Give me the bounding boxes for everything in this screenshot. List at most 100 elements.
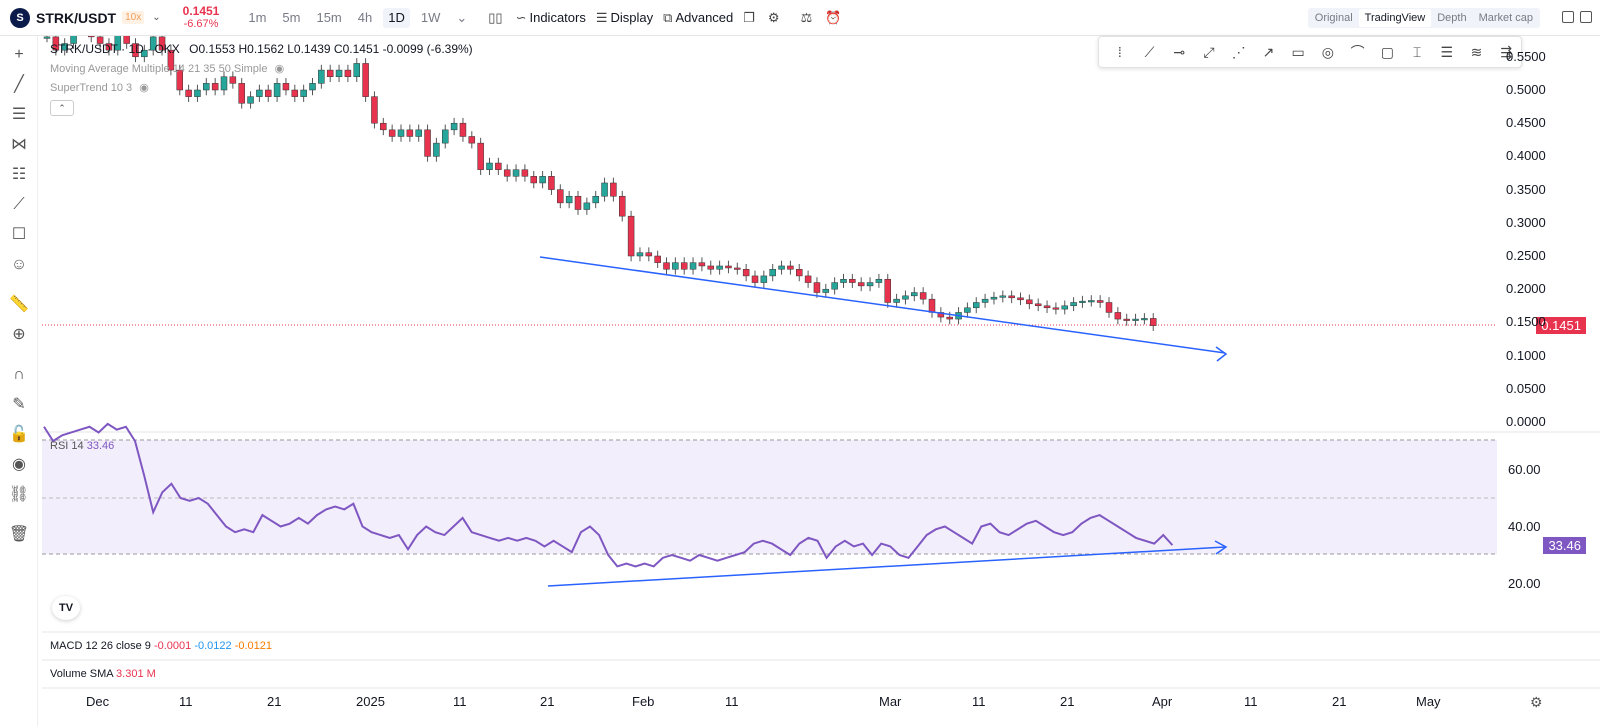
- candles-icon: ▯▯: [488, 9, 503, 25]
- candle-body: [778, 265, 785, 270]
- link-icon[interactable]: ⛓: [8, 486, 30, 503]
- price-axis-label: 0.1000: [1506, 347, 1546, 363]
- callout-icon[interactable]: ▢: [1380, 43, 1394, 60]
- candle-body: [229, 76, 237, 84]
- price-axis-label: 0.3500: [1506, 181, 1546, 197]
- candle-body: [760, 275, 768, 283]
- candle-body: [875, 278, 883, 283]
- candle-body: [61, 43, 68, 51]
- arrow-icon[interactable]: ↗: [1262, 43, 1275, 60]
- pencil-lock-icon[interactable]: ✎: [12, 396, 26, 413]
- candle-body: [672, 262, 679, 270]
- path-icon[interactable]: ⤢: [1203, 43, 1215, 60]
- chevron-down-icon[interactable]: ⌄: [152, 12, 161, 23]
- lock-icon[interactable]: 🔓: [9, 426, 29, 443]
- candle-body: [521, 169, 529, 177]
- tab-tradingview[interactable]: TradingView: [1358, 9, 1432, 27]
- curve-icon[interactable]: ⌒: [1350, 44, 1365, 60]
- magnet-icon[interactable]: ∩: [13, 366, 25, 383]
- popout-icon[interactable]: [1580, 11, 1592, 23]
- gear-icon[interactable]: ⚙: [1530, 694, 1543, 710]
- candle-body: [415, 129, 422, 137]
- candle-body: [751, 275, 759, 283]
- fib-icon[interactable]: ☰: [11, 106, 27, 123]
- time-axis-label: 11: [179, 694, 193, 709]
- tab-depth[interactable]: Depth: [1437, 12, 1467, 24]
- candle-body: [1052, 307, 1060, 310]
- fan-icon[interactable]: ≋: [1470, 43, 1483, 60]
- measure-lines-icon[interactable]: ☷: [11, 166, 27, 183]
- candle-body: [787, 265, 794, 270]
- display-button[interactable]: ☰ Display: [596, 10, 653, 26]
- maximize-icon[interactable]: [1562, 11, 1574, 23]
- drag-handle-icon[interactable]: ⁞: [1117, 44, 1122, 60]
- macd-value-macd: -0.0122: [194, 640, 232, 652]
- candle-body: [167, 49, 175, 71]
- line-icon[interactable]: ⟋: [1144, 43, 1155, 60]
- template-button[interactable]: ❐: [743, 10, 758, 26]
- price-axis-label: 0.3000: [1506, 214, 1546, 230]
- timeframe-4h[interactable]: 4h: [357, 9, 373, 25]
- candle-body: [619, 195, 626, 217]
- candle-body: [919, 292, 927, 300]
- candle-body: [1132, 318, 1139, 321]
- candle-body: [1043, 305, 1051, 309]
- trendline-icon[interactable]: ╱: [14, 76, 24, 93]
- candle-body: [840, 278, 847, 283]
- compare-button[interactable]: ⚖: [801, 10, 816, 26]
- candle-body: [849, 278, 856, 283]
- lines-icon[interactable]: ☰: [1440, 43, 1454, 60]
- template-icon: ❐: [743, 9, 755, 25]
- rectangle-icon[interactable]: ▭: [1291, 43, 1305, 60]
- tab-original[interactable]: Original: [1314, 12, 1353, 24]
- tab-market-cap[interactable]: Market cap: [1478, 12, 1533, 24]
- timeframe-1d[interactable]: 1D: [383, 7, 410, 28]
- settings-button[interactable]: ⚙: [768, 10, 783, 26]
- tradingview-logo[interactable]: TV: [52, 596, 80, 620]
- timeframe-15m[interactable]: 15m: [316, 9, 342, 25]
- eye-off-icon[interactable]: ◉: [139, 82, 149, 94]
- alert-button[interactable]: ⏰: [825, 10, 844, 26]
- advanced-button[interactable]: ⧉ Advanced: [663, 10, 733, 26]
- polyline-icon[interactable]: ⋰: [1231, 43, 1246, 60]
- candle-body: [335, 69, 343, 77]
- indicators-button[interactable]: ∽ Indicators: [516, 10, 586, 26]
- left-drawing-toolbar: + ╱ ☰ ⋈ ☷ ⟋ ☐ ☺ 📏 ⊕ ∩ ✎ 🔓 ◉ ⛓ 🗑: [0, 36, 38, 726]
- horizontal-ray-icon[interactable]: ⊸: [1173, 43, 1186, 60]
- collapse-legend-button[interactable]: ⌃: [50, 100, 74, 116]
- zoom-icon[interactable]: ⊕: [12, 326, 26, 343]
- supertrend-legend[interactable]: SuperTrend 10 3 ◉: [50, 81, 149, 94]
- display-icon: ☰: [595, 9, 608, 25]
- candle-body: [1008, 295, 1015, 299]
- candle-body: [96, 36, 104, 44]
- price-axis-label: 0.4500: [1506, 115, 1546, 131]
- symbol-name[interactable]: STRK/USDT: [36, 9, 117, 26]
- channel-icon[interactable]: ⇶: [1500, 43, 1513, 60]
- price-change: -6.67%: [183, 17, 219, 30]
- timeframe-1m[interactable]: 1m: [248, 9, 267, 25]
- candle-body: [105, 43, 113, 51]
- candle-body: [530, 176, 537, 184]
- eye-icon[interactable]: ◉: [12, 456, 26, 473]
- text-cursor-icon[interactable]: ⌶: [1412, 43, 1422, 60]
- ruler-icon[interactable]: 📏: [9, 296, 29, 313]
- crosshair-icon[interactable]: +: [14, 46, 24, 63]
- trash-icon[interactable]: 🗑: [8, 526, 30, 543]
- indicators-label: Indicators: [529, 10, 586, 25]
- timeframe-dropdown-icon[interactable]: ⌄: [456, 9, 468, 25]
- rsi-legend: RSI 14 33.46: [50, 440, 114, 452]
- circle-icon[interactable]: ◎: [1321, 43, 1334, 60]
- candle-body: [645, 252, 653, 257]
- pattern-icon[interactable]: ⋈: [11, 136, 27, 153]
- emoji-icon[interactable]: ☺: [10, 256, 28, 273]
- chart-type-button[interactable]: ▯▯: [488, 10, 505, 26]
- ma-legend[interactable]: Moving Average Multiple 14 21 35 50 Simp…: [50, 62, 284, 75]
- comment-icon[interactable]: ☐: [11, 226, 27, 243]
- eye-off-icon[interactable]: ◉: [274, 63, 285, 75]
- timeframe-1w[interactable]: 1W: [420, 9, 441, 25]
- brush-icon[interactable]: ⟋: [13, 196, 25, 213]
- candle-body: [185, 89, 192, 97]
- timeframe-5m[interactable]: 5m: [282, 9, 301, 25]
- starknet-logo: S: [10, 7, 30, 28]
